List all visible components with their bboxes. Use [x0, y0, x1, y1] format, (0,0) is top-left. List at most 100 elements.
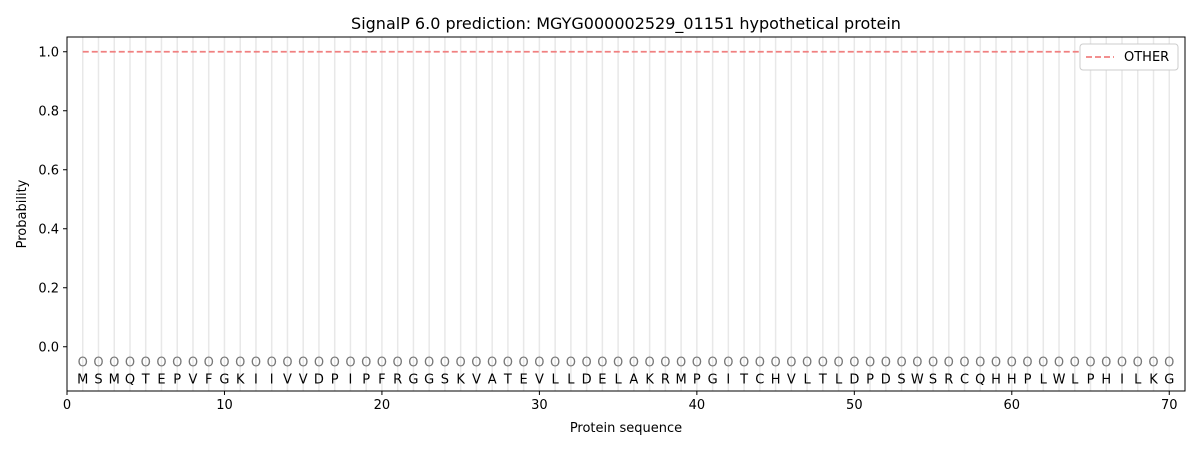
- region-label: O: [881, 356, 891, 371]
- region-label: O: [361, 356, 371, 371]
- y-tick-label: 0.0: [38, 340, 59, 355]
- y-axis-label: Probability: [15, 179, 30, 248]
- region-label: O: [251, 356, 261, 371]
- region-label: O: [330, 356, 340, 371]
- residue-label: L: [1071, 372, 1079, 387]
- region-label: O: [613, 356, 623, 371]
- residue-label: Q: [975, 372, 985, 387]
- residue-label: L: [615, 372, 623, 387]
- residue-label: C: [755, 372, 764, 387]
- region-label: O: [723, 356, 733, 371]
- region-label: O: [377, 356, 387, 371]
- residue-label: G: [408, 372, 418, 387]
- region-label: O: [645, 356, 655, 371]
- y-tick-label: 0.4: [38, 222, 59, 237]
- region-label: O: [219, 356, 229, 371]
- plot-area: [66, 36, 1186, 392]
- residue-label: I: [270, 372, 274, 387]
- region-label: O: [440, 356, 450, 371]
- region-label: O: [424, 356, 434, 371]
- region-label: O: [676, 356, 686, 371]
- region-label: O: [1054, 356, 1064, 371]
- region-label: O: [314, 356, 324, 371]
- residue-label: G: [424, 372, 434, 387]
- residue-label: H: [771, 372, 781, 387]
- region-label: O: [1038, 356, 1048, 371]
- residue-label: M: [676, 372, 687, 387]
- region-label: O: [519, 356, 529, 371]
- residues: OMOSOMOQOTOEOPOVOFOGOKOIOIOVOVODOPOIOPOF…: [77, 356, 1174, 388]
- region-label: O: [1007, 356, 1017, 371]
- residue-label: C: [960, 372, 969, 387]
- residue-label: Q: [125, 372, 135, 387]
- y-ticks: 0.0 0.2 0.4 0.6 0.8 1.0: [38, 45, 67, 355]
- residue-label: R: [944, 372, 953, 387]
- region-label: O: [1164, 356, 1174, 371]
- region-label: O: [896, 356, 906, 371]
- residue-label: E: [598, 372, 606, 387]
- region-label: O: [204, 356, 214, 371]
- region-label: O: [393, 356, 403, 371]
- residue-label: S: [929, 372, 937, 387]
- residue-label: E: [157, 372, 165, 387]
- residue-label: F: [378, 372, 385, 387]
- region-label: O: [660, 356, 670, 371]
- x-tick-label: 10: [216, 398, 233, 413]
- region-label: O: [566, 356, 576, 371]
- residue-label: F: [205, 372, 212, 387]
- region-label: O: [707, 356, 717, 371]
- region-label: O: [833, 356, 843, 371]
- region-label: O: [1117, 356, 1127, 371]
- region-label: O: [125, 356, 135, 371]
- residue-label: I: [726, 372, 730, 387]
- region-label: O: [928, 356, 938, 371]
- residue-label: L: [1040, 372, 1048, 387]
- region-label: O: [282, 356, 292, 371]
- residue-label: L: [1134, 372, 1142, 387]
- residue-label: E: [520, 372, 528, 387]
- region-label: O: [865, 356, 875, 371]
- residue-label: G: [1164, 372, 1174, 387]
- residue-label: K: [645, 372, 654, 387]
- residue-label: I: [349, 372, 353, 387]
- residue-label: L: [835, 372, 843, 387]
- region-label: O: [755, 356, 765, 371]
- region-label: O: [235, 356, 245, 371]
- residue-label: W: [1053, 372, 1066, 387]
- residue-label: T: [141, 372, 150, 387]
- region-label: O: [550, 356, 560, 371]
- residue-label: S: [441, 372, 449, 387]
- y-tick-label: 0.6: [38, 163, 59, 178]
- residue-label: V: [472, 372, 481, 387]
- residue-label: L: [552, 372, 560, 387]
- residue-label: P: [866, 372, 874, 387]
- region-label: O: [1101, 356, 1111, 371]
- x-tick-label: 40: [689, 398, 706, 413]
- residue-label: P: [331, 372, 339, 387]
- residue-label: H: [991, 372, 1001, 387]
- region-label: O: [487, 356, 497, 371]
- region-label: O: [597, 356, 607, 371]
- region-label: O: [849, 356, 859, 371]
- region-label: O: [267, 356, 277, 371]
- residue-label: R: [393, 372, 402, 387]
- region-label: O: [1085, 356, 1095, 371]
- x-tick-label: 60: [1004, 398, 1021, 413]
- x-axis-label: Protein sequence: [570, 421, 682, 436]
- residue-label: W: [911, 372, 924, 387]
- residue-label: H: [1101, 372, 1111, 387]
- residue-label: G: [219, 372, 229, 387]
- residue-label: P: [1024, 372, 1032, 387]
- residue-label: A: [629, 372, 638, 387]
- y-tick-label: 0.2: [38, 281, 59, 296]
- residue-label: D: [881, 372, 891, 387]
- legend: OTHER: [1079, 43, 1179, 71]
- region-label: O: [345, 356, 355, 371]
- residue-label: S: [94, 372, 102, 387]
- residue-label: D: [314, 372, 324, 387]
- residue-label: M: [109, 372, 120, 387]
- region-label: O: [156, 356, 166, 371]
- region-label: O: [141, 356, 151, 371]
- region-label: O: [975, 356, 985, 371]
- residue-label: P: [1087, 372, 1095, 387]
